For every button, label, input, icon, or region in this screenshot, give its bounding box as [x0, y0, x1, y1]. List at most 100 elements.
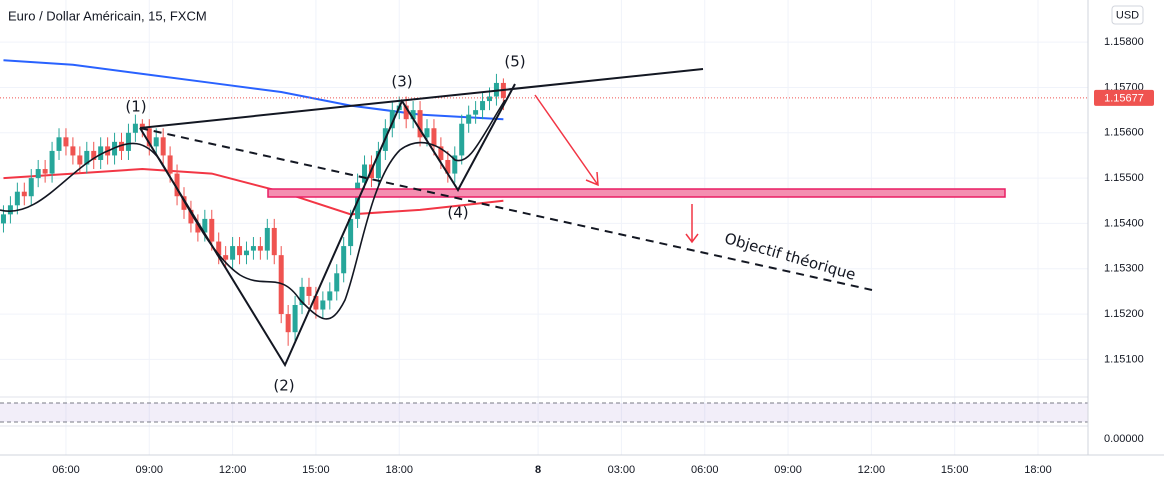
y-tick-label: 1.15200 [1104, 308, 1144, 320]
candle-body [63, 137, 69, 147]
candle-body [445, 159, 451, 174]
arrow [534, 94, 599, 187]
candle-body [375, 150, 381, 179]
x-tick-label: 12:00 [219, 464, 247, 476]
candle-body [348, 218, 354, 247]
y-tick-label: 1.15500 [1104, 172, 1144, 184]
candle-body [0, 214, 6, 224]
candle-body [153, 137, 159, 147]
x-tick-label: 15:00 [302, 464, 330, 476]
x-tick-label: 15:00 [941, 464, 969, 476]
last-price-label: 1.15677 [1104, 92, 1144, 104]
candle-body [243, 250, 249, 256]
candle-body [167, 155, 173, 174]
candle-body [486, 96, 492, 102]
candle-body [49, 150, 55, 174]
y-tick-label: 1.15600 [1104, 127, 1144, 139]
candle-body [21, 191, 27, 197]
wave-label: (5) [504, 53, 525, 71]
candle-body [299, 286, 305, 306]
candle-body [42, 169, 48, 174]
x-tick-label: 18:00 [385, 464, 413, 476]
y-tick-label: 1.15800 [1104, 36, 1144, 48]
currency: USD [1116, 9, 1139, 21]
candle-body [125, 132, 131, 151]
y-tick-label: 1.15400 [1104, 217, 1144, 229]
candle-body [459, 123, 465, 156]
candle-body [362, 164, 368, 183]
candle-body [334, 273, 340, 292]
wave-label: (4) [447, 204, 468, 222]
x-tick-label: 06:00 [691, 464, 719, 476]
candle-body [77, 155, 83, 165]
candle-body [271, 227, 277, 256]
x-tick-label: 18:00 [1024, 464, 1052, 476]
candle-body [320, 300, 326, 310]
candle-body [403, 105, 409, 120]
candle-body [257, 246, 263, 251]
x-tick-label: 09:00 [136, 464, 164, 476]
candle-body [7, 205, 13, 215]
currency-button[interactable] [1111, 5, 1144, 25]
candle-body [181, 196, 187, 210]
candle-body [146, 128, 152, 147]
macd-zero-label: 0.00000 [1104, 433, 1144, 445]
zone [267, 188, 1006, 198]
dashed-trendline [139, 127, 873, 291]
x-tick-label: 06:00 [52, 464, 80, 476]
candle-body [14, 191, 20, 206]
candle-body [35, 169, 41, 179]
rsi-band [0, 403, 1088, 422]
y-tick-label: 1.15300 [1104, 263, 1144, 275]
candle-body [424, 128, 430, 138]
candle-body [174, 173, 180, 197]
wave-lines [139, 83, 516, 368]
moving-average [3, 59, 504, 121]
trendline [139, 68, 704, 129]
candle-body [431, 128, 437, 147]
wave-label: (1) [125, 98, 146, 116]
candle-body [410, 110, 416, 120]
candle-body [91, 150, 97, 160]
x-tick-label: 12:00 [858, 464, 886, 476]
objective-label: Objectif théorique [723, 229, 858, 284]
candle-body [417, 110, 423, 138]
candle-body [327, 291, 333, 301]
candle-body [98, 146, 104, 160]
candle-body [438, 146, 444, 160]
candle-body [139, 123, 145, 129]
chart-title: Euro / Dollar Américain, 15, FXCM [8, 8, 207, 23]
candle-body [278, 255, 284, 315]
candle-body [119, 141, 125, 151]
candle-body [132, 123, 138, 133]
candle-body [292, 305, 298, 333]
candle-body [209, 218, 215, 242]
candle-body [216, 241, 222, 256]
candle-body [264, 227, 270, 251]
grid [0, 0, 1088, 455]
y-tick-label: 1.15100 [1104, 353, 1144, 365]
wave-label: (2) [273, 377, 294, 395]
x-tick-label: 09:00 [774, 464, 802, 476]
candle-body [56, 137, 62, 151]
wave-label: (3) [391, 73, 412, 91]
candle-body [223, 255, 229, 260]
candle-body [452, 155, 458, 174]
marks [0, 59, 1088, 346]
candle-body [202, 218, 208, 233]
candle-body [195, 223, 201, 233]
candle-body [473, 110, 479, 115]
x-tick-label: 03:00 [608, 464, 636, 476]
candle-body [160, 137, 166, 156]
candle-body [70, 146, 76, 156]
candle-body [306, 286, 312, 296]
x-tick-label: 8 [535, 464, 541, 476]
candle-body [389, 110, 395, 129]
smooth-line [0, 99, 506, 320]
last-price-tag [1094, 89, 1154, 106]
candle-body [84, 150, 90, 165]
candle-body [237, 246, 243, 256]
candle-body [480, 101, 486, 111]
moving-average [3, 168, 504, 216]
